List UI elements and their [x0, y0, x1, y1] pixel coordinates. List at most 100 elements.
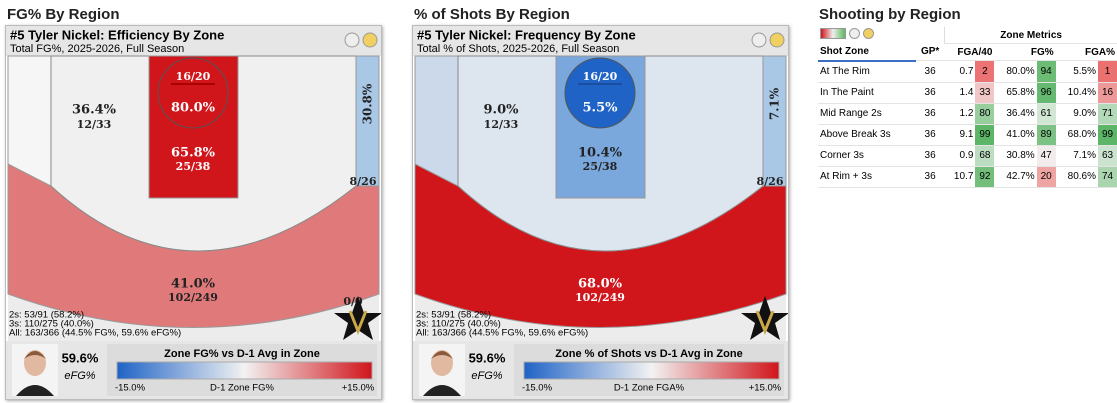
legend-max: +15.0%: [342, 383, 375, 394]
avatar-body: [423, 385, 461, 396]
table-row: At Rim + 3s 36 10.7 92 42.7% 20 80.6% 74: [818, 166, 1117, 188]
heading: FG% By Region: [7, 6, 120, 23]
table-row: At The Rim 36 0.7 2 80.0% 94 5.5% 1: [818, 60, 1117, 83]
legend-mid: D-1 Zone FGA%: [614, 383, 685, 394]
table-row: Above Break 3s 36 9.1 99 41.0% 89 68.0% 99: [818, 124, 1117, 146]
efg-value: 59.6%: [469, 350, 506, 365]
zone-ratio: 8/26: [757, 175, 784, 188]
zone-pct: 30.8%: [361, 83, 375, 124]
zone-pct: 41.0%: [171, 277, 216, 292]
table-cell: 42.7%: [994, 166, 1037, 188]
logo-star: [741, 296, 788, 340]
shot-chart-card: #5 Tyler Nickel: Efficiency By Zone Total…: [5, 25, 382, 400]
card-subtitle: Total % of Shots, 2025-2026, Full Season: [417, 43, 619, 55]
table-cell: Mid Range 2s: [818, 103, 916, 125]
avatar-body: [16, 385, 54, 396]
icon: [848, 28, 860, 40]
percentile-cell: 68: [975, 145, 995, 167]
left-zone: [414, 55, 459, 187]
corner-zone: [355, 55, 380, 187]
zone-ratio: 102/249: [575, 291, 625, 304]
table-cell: At Rim + 3s: [818, 166, 916, 188]
table-cell: 65.8%: [994, 82, 1037, 104]
percentile-cell: 47: [1036, 145, 1056, 167]
rim-zone: [564, 57, 636, 129]
corner-zone: [762, 55, 787, 187]
percentile-cell: 1: [1098, 60, 1117, 83]
percentile-cell: 71: [1098, 103, 1117, 125]
icon: [362, 32, 378, 48]
percentile-cell: 89: [1036, 124, 1056, 146]
group-header: Zone Metrics: [944, 27, 1117, 44]
table-row: Mid Range 2s 36 1.2 80 36.4% 61 9.0% 71: [818, 103, 1117, 125]
table-cell: 36: [915, 166, 945, 188]
table-row: In The Paint 36 1.4 33 65.8% 96 10.4% 16: [818, 82, 1117, 104]
legend-gradient: [116, 361, 373, 380]
legend-gradient: [523, 361, 780, 380]
rim-zone: [157, 57, 229, 129]
legend-mid: D-1 Zone FG%: [210, 383, 274, 394]
header-bar: [6, 26, 381, 56]
icon: [751, 32, 767, 48]
table-cell: 36: [915, 103, 945, 125]
shot-chart: #5 Tyler Nickel: Efficiency By ZoneTotal…: [6, 26, 381, 399]
percentile-cell: 2: [975, 60, 995, 83]
card-subtitle: Total FG%, 2025-2026, Full Season: [10, 43, 184, 55]
zone-pct: 10.4%: [578, 146, 623, 161]
column-header: FGA%: [1055, 43, 1117, 61]
table-cell: 36: [915, 145, 945, 167]
zone-ratio: 16/20: [176, 70, 211, 83]
legend-title: Zone % of Shots vs D-1 Avg in Zone: [555, 348, 742, 360]
zone-ratio: 12/33: [77, 118, 112, 131]
heading: % of Shots By Region: [414, 6, 570, 23]
zone-ratio: 8/26: [350, 175, 377, 188]
avatar-head: [24, 350, 46, 376]
table-cell: 7.1%: [1055, 145, 1098, 167]
table-cell: 36: [915, 60, 945, 83]
icon: [769, 32, 785, 48]
table-title: Shooting by Region: [819, 6, 961, 23]
table-cell: In The Paint: [818, 82, 916, 104]
table-cell: 36: [915, 124, 945, 146]
zone-pct: 65.8%: [171, 146, 216, 161]
percentile-cell: 94: [1036, 60, 1056, 83]
zone-ratio: 16/20: [583, 70, 618, 83]
table-cell: 36.4%: [994, 103, 1037, 125]
avatar-head: [431, 350, 453, 376]
table-cell: At The Rim: [818, 60, 916, 83]
zone-ratio: 12/33: [484, 118, 519, 131]
table-cell: 80.0%: [994, 60, 1037, 83]
table-cell: 9.0%: [1055, 103, 1098, 125]
efg-value: 59.6%: [62, 350, 99, 365]
efg-label: eFG%: [471, 370, 502, 382]
legend-min: -15.0%: [115, 383, 146, 394]
table-cell: 10.7: [944, 166, 976, 188]
table-cell: 36: [915, 82, 945, 104]
summary-line: All: 163/366 (44.5% FG%, 59.6% eFG%): [416, 328, 588, 339]
percentile-cell: 80: [975, 103, 995, 125]
left-zone: [7, 55, 52, 187]
shot-chart: #5 Tyler Nickel: Frequency By ZoneTotal …: [413, 26, 788, 399]
percentile-cell: 16: [1098, 82, 1117, 104]
zone-pct: 68.0%: [578, 277, 623, 292]
percentile-cell: 92: [975, 166, 995, 188]
table-cell: 68.0%: [1055, 124, 1098, 146]
zone-pct: 7.1%: [768, 87, 782, 120]
column-header: FGA/40: [944, 43, 995, 61]
card-title: #5 Tyler Nickel: Frequency By Zone: [417, 27, 636, 42]
summary-line: 3s: 110/275 (40.0%): [9, 319, 94, 330]
percentile-cell: 99: [1098, 124, 1117, 146]
table-cell: 10.4%: [1055, 82, 1098, 104]
zone-pct: 5.5%: [583, 101, 619, 116]
header-row: Zone Metrics: [818, 27, 1117, 44]
summary-line: 2s: 53/91 (58.2%): [9, 310, 84, 321]
table-cell: 0.9: [944, 145, 976, 167]
table-cell: 1.2: [944, 103, 976, 125]
zone-pct: 36.4%: [72, 103, 117, 118]
legend-max: +15.0%: [749, 383, 782, 394]
logo-v: [348, 310, 368, 336]
avatar-hair: [431, 351, 453, 359]
percentile-cell: 74: [1098, 166, 1117, 188]
summary-line: 2s: 53/91 (58.2%): [416, 310, 491, 321]
shooting-table: Zone Metrics Shot Zone GP* FGA/40 FG% FGA% At …: [818, 27, 1117, 188]
